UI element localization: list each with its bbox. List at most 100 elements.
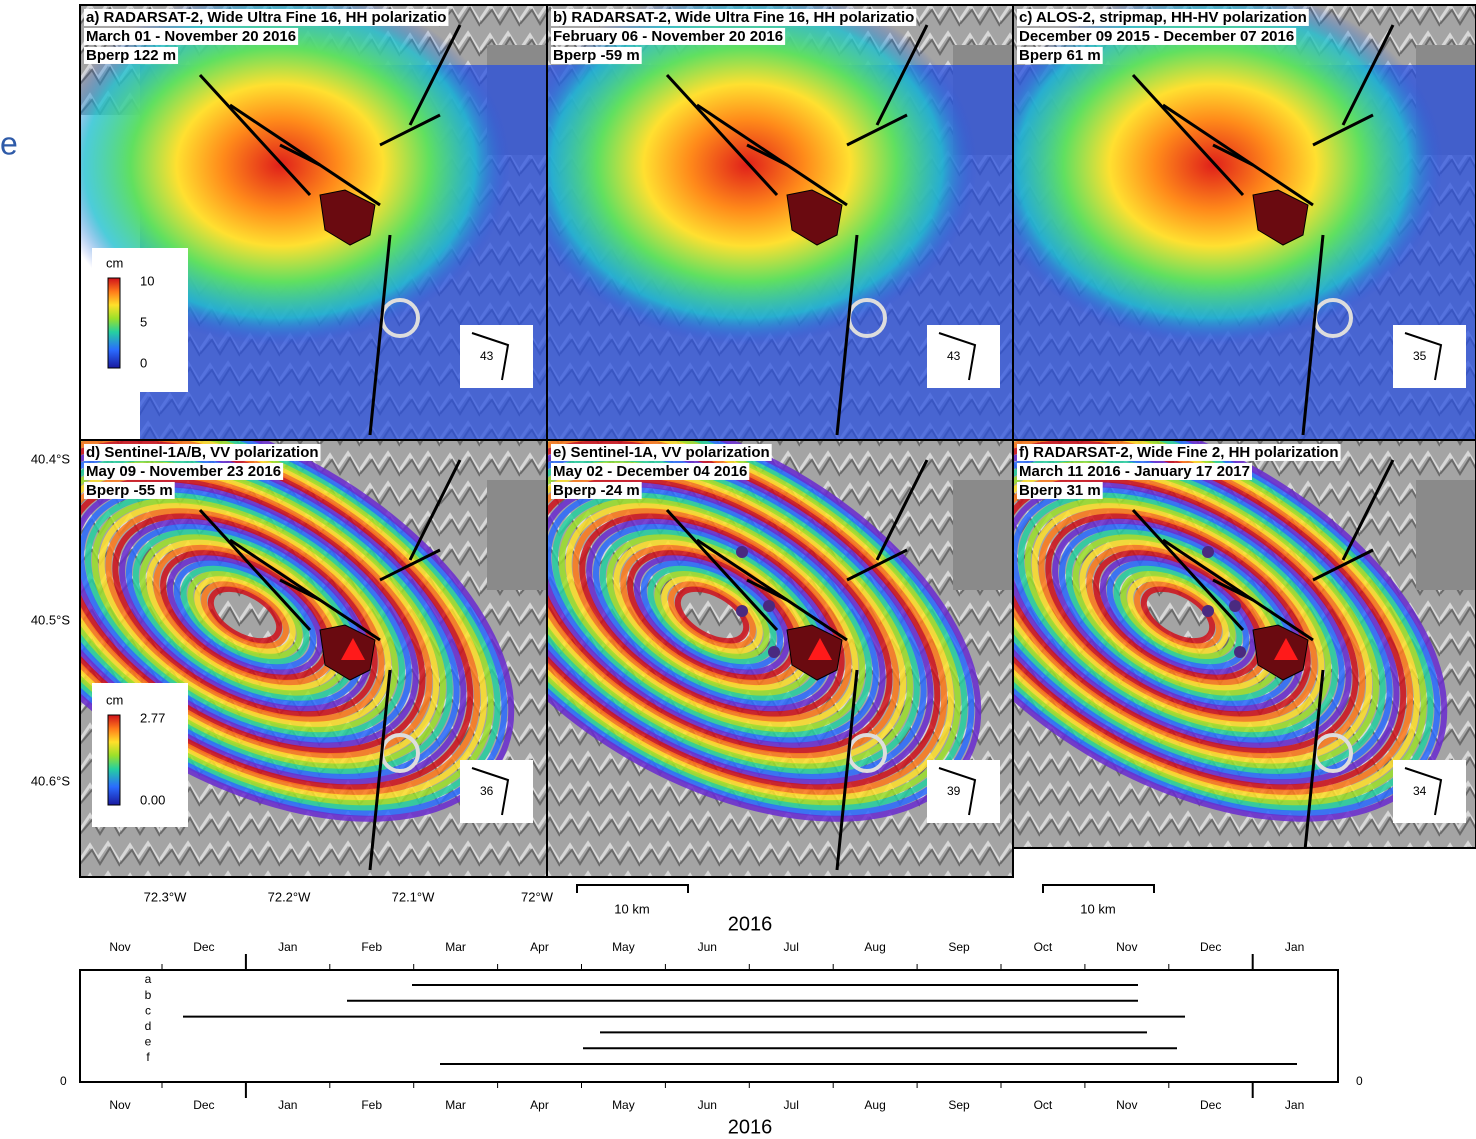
panel-title: a) RADARSAT-2, Wide Ultra Fine 16, HH po… [86,9,446,26]
month-top: Dec [193,940,214,954]
lake [487,480,547,590]
panel-title: f) RADARSAT-2, Wide Fine 2, HH polarizat… [1019,444,1339,461]
month-bottom: Feb [361,1098,382,1112]
month-top: Jun [698,940,717,954]
page: e a) RADARSAT-2, Wide Ultra Fine 16, HH … [0,0,1476,1139]
scale-label: 10 km [1080,901,1115,916]
lat-label: 40.4°S [31,451,71,466]
year-bottom: 2016 [728,1116,773,1138]
heading-box [927,760,1000,823]
panel-bperp: Bperp 31 m [1019,482,1101,499]
month-bottom: Dec [193,1098,214,1112]
lon-label: 72.3°W [144,889,188,904]
panel-bperp: Bperp -24 m [553,482,640,499]
panel-bperp: Bperp -55 m [86,482,173,499]
station [1234,646,1246,658]
lon-label: 72.2°W [268,889,312,904]
month-bottom: Sep [948,1098,970,1112]
month-bottom: Jan [278,1098,297,1112]
month-top: Mar [445,940,466,954]
month-bottom: Jul [784,1098,799,1112]
month-bottom: Aug [864,1098,885,1112]
colorbar-tick: 5 [140,314,147,329]
timeline-frame [80,970,1338,1082]
figure: e a) RADARSAT-2, Wide Ultra Fine 16, HH … [0,0,1476,1139]
heading-box [1393,325,1466,388]
lon-label: 72.1°W [392,889,436,904]
colorbar-tick: 0 [140,355,147,370]
panel-bperp: Bperp 61 m [1019,47,1101,64]
lon-label: 72°W [521,889,554,904]
month-top: Jan [278,940,297,954]
lake [953,480,1013,590]
station [763,600,775,612]
month-bottom: Nov [109,1098,130,1112]
station [1202,546,1214,558]
panel-bperp: Bperp 122 m [86,47,176,64]
month-top: Sep [948,940,970,954]
heading: 43 [947,349,961,363]
panel-title: d) Sentinel-1A/B, VV polarization [86,444,319,461]
lat-label: 40.5°S [31,612,71,627]
heading: 36 [480,784,494,798]
colorbar [108,715,120,805]
month-top: Aug [864,940,885,954]
station [736,605,748,617]
heading: 43 [480,349,494,363]
heading-box [460,760,533,823]
heading-box [927,325,1000,388]
lat-label: 40.6°S [31,773,71,788]
month-top: Oct [1034,940,1053,954]
row-label: d [145,1019,152,1033]
month-top: Feb [361,940,382,954]
month-bottom: Jan [1285,1098,1304,1112]
row-label: a [145,972,152,986]
row-label: f [146,1050,150,1064]
month-top: Jul [784,940,799,954]
panel-title: e) Sentinel-1A, VV polarization [553,444,770,461]
zero-left: 0 [60,1074,67,1088]
month-top: Nov [109,940,130,954]
colorbar [108,278,120,368]
scale-bar [577,885,688,893]
month-top: May [612,940,635,954]
station [768,646,780,658]
panel-title: b) RADARSAT-2, Wide Ultra Fine 16, HH po… [553,9,914,26]
month-bottom: Mar [445,1098,466,1112]
colorbar-tick: 2.77 [140,710,165,725]
heading-box [1393,760,1466,823]
month-bottom: Apr [530,1098,549,1112]
month-bottom: Jun [698,1098,717,1112]
station [1202,605,1214,617]
station [736,546,748,558]
heading: 34 [1413,784,1427,798]
scale-bar [1043,885,1154,893]
year-top: 2016 [728,913,773,935]
station [1229,600,1241,612]
month-bottom: Oct [1034,1098,1053,1112]
month-bottom: Nov [1116,1098,1137,1112]
month-top: Dec [1200,940,1221,954]
panel-bperp: Bperp -59 m [553,47,640,64]
heading: 39 [947,784,961,798]
colorbar-tick: 0.00 [140,792,165,807]
panel-dates: December 09 2015 - December 07 2016 [1019,28,1294,45]
row-label: c [145,1003,151,1017]
side-letter: e [0,125,18,161]
panel-dates: February 06 - November 20 2016 [553,28,783,45]
zero-right: 0 [1356,1074,1363,1088]
row-label: b [145,988,152,1002]
panel-title: c) ALOS-2, stripmap, HH-HV polarization [1019,9,1307,26]
month-bottom: Dec [1200,1098,1221,1112]
month-top: Jan [1285,940,1304,954]
scale-label: 10 km [614,901,649,916]
colorbar-unit: cm [106,692,123,707]
colorbar-tick: 10 [140,273,154,288]
panel-dates: March 11 2016 - January 17 2017 [1019,463,1250,480]
colorbar-unit: cm [106,255,123,270]
month-top: Nov [1116,940,1137,954]
month-bottom: May [612,1098,635,1112]
lake [1416,480,1476,590]
panel-dates: May 02 - December 04 2016 [553,463,747,480]
month-top: Apr [530,940,549,954]
